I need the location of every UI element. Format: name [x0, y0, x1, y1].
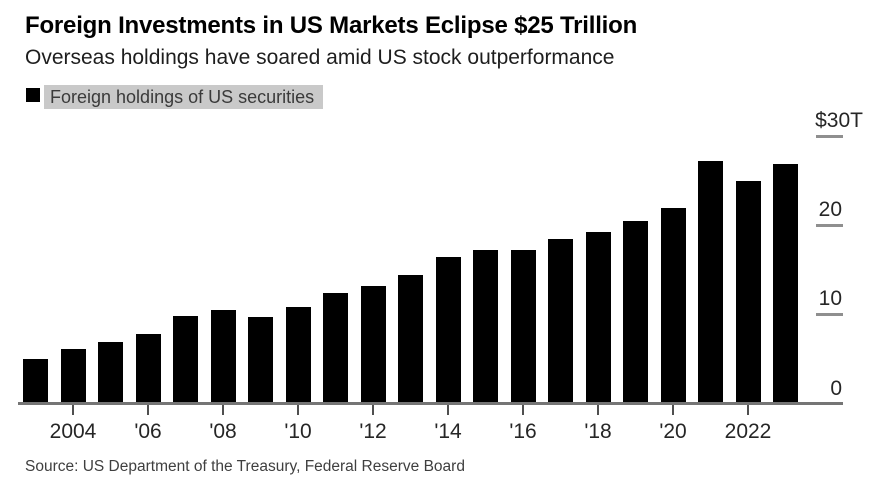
x-tick-2016: [522, 405, 524, 415]
bar-2017: [548, 239, 573, 403]
bar-2004: [60, 348, 86, 403]
bar-2008: [210, 310, 236, 403]
x-tick-2014: [447, 405, 449, 415]
bar-2022: [735, 181, 761, 403]
bar-2019: [623, 221, 648, 403]
y-tick-label-0: 0: [830, 377, 842, 400]
bar-2015: [473, 249, 498, 403]
bar-2014: [435, 257, 461, 403]
y-tick-dash-20: [816, 224, 843, 227]
x-tick-label-2008: '08: [209, 420, 237, 443]
bar-2007: [173, 315, 198, 403]
x-tick-2010: [297, 405, 299, 415]
bar-2023: [773, 164, 798, 403]
x-tick-label-2022: 2022: [724, 420, 772, 443]
legend-swatch-icon: [26, 88, 40, 102]
legend-label: Foreign holdings of US securities: [44, 85, 324, 109]
bar-2021: [698, 160, 723, 403]
bar-2013: [398, 274, 423, 403]
x-tick-label-2018: '18: [584, 420, 612, 443]
bar-2006: [135, 333, 161, 403]
x-tick-2022: [747, 405, 749, 415]
bar-2005: [98, 341, 123, 403]
bar-2010: [285, 306, 311, 403]
bar-2009: [248, 316, 273, 403]
bar-2018: [585, 232, 611, 403]
y-tick-label-20: 20: [818, 198, 842, 221]
source-note: Source: US Department of the Treasury, F…: [25, 458, 465, 475]
chart-subtitle: Overseas holdings have soared amid US st…: [25, 46, 615, 69]
x-tick-2006: [147, 405, 149, 415]
x-tick-2018: [597, 405, 599, 415]
x-tick-label-2020: '20: [659, 420, 687, 443]
bar-2003: [23, 358, 48, 403]
y-tick-dash-30: [816, 135, 843, 138]
x-tick-label-2014: '14: [434, 420, 462, 443]
chart-title: Foreign Investments in US Markets Eclips…: [25, 12, 638, 39]
bar-2012: [360, 285, 386, 403]
x-tick-2020: [672, 405, 674, 415]
bar-2016: [510, 249, 536, 403]
x-tick-2004: [72, 405, 74, 415]
x-axis-baseline: [18, 402, 843, 405]
x-tick-label-2004: 2004: [49, 420, 97, 443]
x-tick-label-2016: '16: [509, 420, 537, 443]
y-tick-dash-10: [816, 313, 843, 316]
y-tick-label-30: $30T: [815, 109, 863, 132]
bar-2020: [660, 208, 686, 403]
bar-2011: [323, 292, 348, 403]
x-tick-label-2010: '10: [284, 420, 312, 443]
x-tick-2012: [372, 405, 374, 415]
x-tick-label-2012: '12: [359, 420, 387, 443]
x-tick-label-2006: '06: [134, 420, 162, 443]
y-tick-label-10: 10: [818, 287, 842, 310]
x-tick-2008: [222, 405, 224, 415]
